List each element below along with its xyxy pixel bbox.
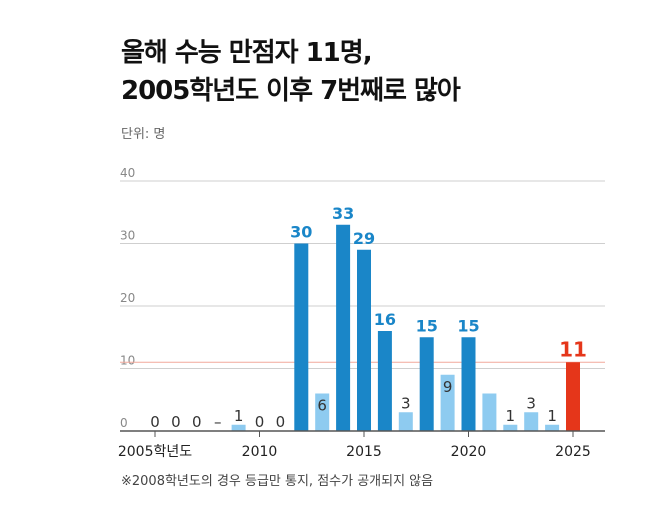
- chart-title-line2: 2005학년도 이후 7번째로 많아: [121, 76, 461, 106]
- bar: [503, 424, 518, 431]
- data-label: 15: [416, 316, 438, 335]
- y-tick-label: 0: [120, 416, 128, 430]
- data-label: 1: [547, 407, 557, 425]
- data-label: 9: [443, 378, 453, 396]
- data-label: 0: [192, 413, 202, 431]
- bar: [482, 393, 497, 431]
- data-label: 15: [457, 316, 479, 335]
- data-label: 3: [401, 394, 411, 412]
- data-label: 33: [332, 204, 354, 223]
- y-tick-label: 10: [120, 354, 135, 368]
- bar: [231, 424, 246, 431]
- x-tick-label: 2020: [451, 444, 487, 460]
- x-tick-label: 2005학년도: [118, 444, 192, 460]
- data-label: 11: [559, 337, 587, 361]
- bar: [315, 393, 330, 431]
- y-tick-label: 40: [120, 166, 135, 180]
- data-label: 0: [255, 413, 265, 431]
- data-label: 1: [234, 407, 244, 425]
- bar: [461, 337, 476, 431]
- data-label: 1: [506, 407, 516, 425]
- x-tick-label: 2010: [242, 444, 278, 460]
- bar: [440, 374, 455, 431]
- data-label: 30: [290, 223, 312, 242]
- y-tick-label: 30: [120, 229, 135, 243]
- chart-title-line1: 올해 수능 만점자 11명,: [121, 38, 373, 68]
- bar: [566, 362, 580, 431]
- data-label: –: [214, 413, 222, 431]
- x-tick-label: 2015: [346, 444, 382, 460]
- unit-label: 단위: 명: [121, 127, 166, 142]
- bar: [357, 249, 371, 431]
- bar: [294, 243, 309, 431]
- bar: [398, 412, 413, 431]
- data-label: 6: [317, 397, 327, 415]
- data-label: 16: [374, 310, 396, 329]
- bar: [377, 331, 392, 431]
- x-tick-label: 2025: [555, 444, 591, 460]
- bar: [419, 337, 434, 431]
- data-label: 29: [353, 229, 375, 248]
- bar: [545, 424, 560, 431]
- bar: [524, 412, 539, 431]
- bar: [336, 224, 351, 431]
- data-label: 0: [276, 413, 286, 431]
- data-label: 3: [526, 394, 536, 412]
- data-label: 0: [150, 413, 160, 431]
- footnote: ※2008학년도의 경우 등급만 통지, 점수가 공개되지 않음: [121, 474, 434, 489]
- chart-title: 올해 수능 만점자 11명, 2005학년도 이후 7번째로 많아: [121, 34, 461, 110]
- y-tick-label: 20: [120, 291, 135, 305]
- data-label: 0: [171, 413, 181, 431]
